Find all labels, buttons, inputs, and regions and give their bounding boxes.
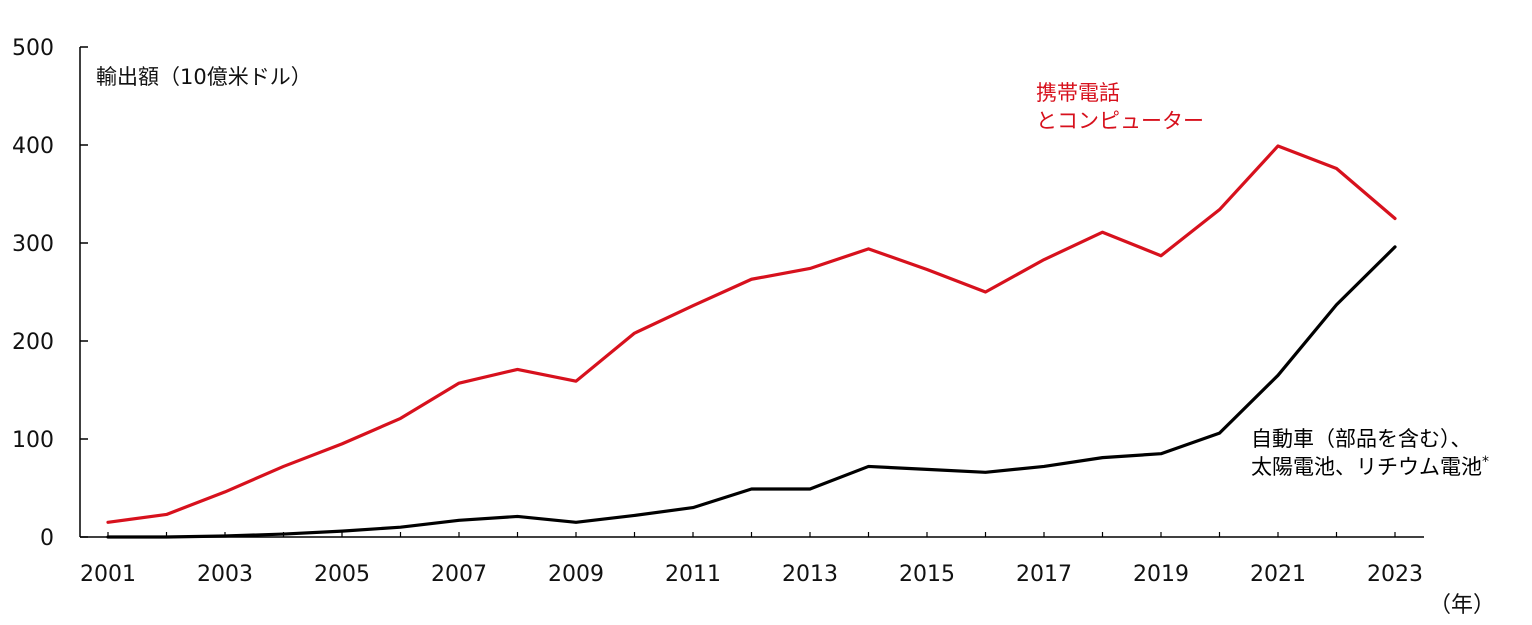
y-tick-label: 200	[12, 330, 54, 355]
x-tick-label: 2021	[1250, 562, 1306, 587]
series-line-phones-computers	[106, 144, 1397, 524]
x-tick-label: 2019	[1133, 562, 1189, 587]
x-tick-label: 2013	[782, 562, 838, 587]
y-tick-label: 0	[40, 526, 54, 551]
x-tick-label: 2011	[665, 562, 721, 587]
y-tick-label: 400	[12, 134, 54, 159]
y-tick-label: 500	[12, 36, 54, 61]
series-label-phones-computers: 携帯電話とコンピューター	[1036, 81, 1204, 133]
x-tick-label: 2009	[548, 562, 604, 587]
y-tick-label: 300	[12, 232, 54, 257]
series-line-autos-batteries	[106, 245, 1397, 539]
x-tick-label: 2023	[1367, 562, 1423, 587]
x-axis-unit-label: （年）	[1429, 593, 1495, 618]
x-tick-label: 2007	[431, 562, 487, 587]
x-tick-label: 2003	[197, 562, 253, 587]
x-tick-label: 2017	[1016, 562, 1072, 587]
series-label-autos-batteries: 自動車（部品を含む）、太陽電池、リチウム電池*	[1251, 427, 1489, 479]
x-tick-label: 2015	[899, 562, 955, 587]
y-axis-label: 輸出額（10億米ドル）	[96, 65, 312, 89]
y-tick-label: 100	[12, 428, 54, 453]
x-tick-label: 2005	[314, 562, 370, 587]
x-tick-label: 2001	[80, 562, 136, 587]
